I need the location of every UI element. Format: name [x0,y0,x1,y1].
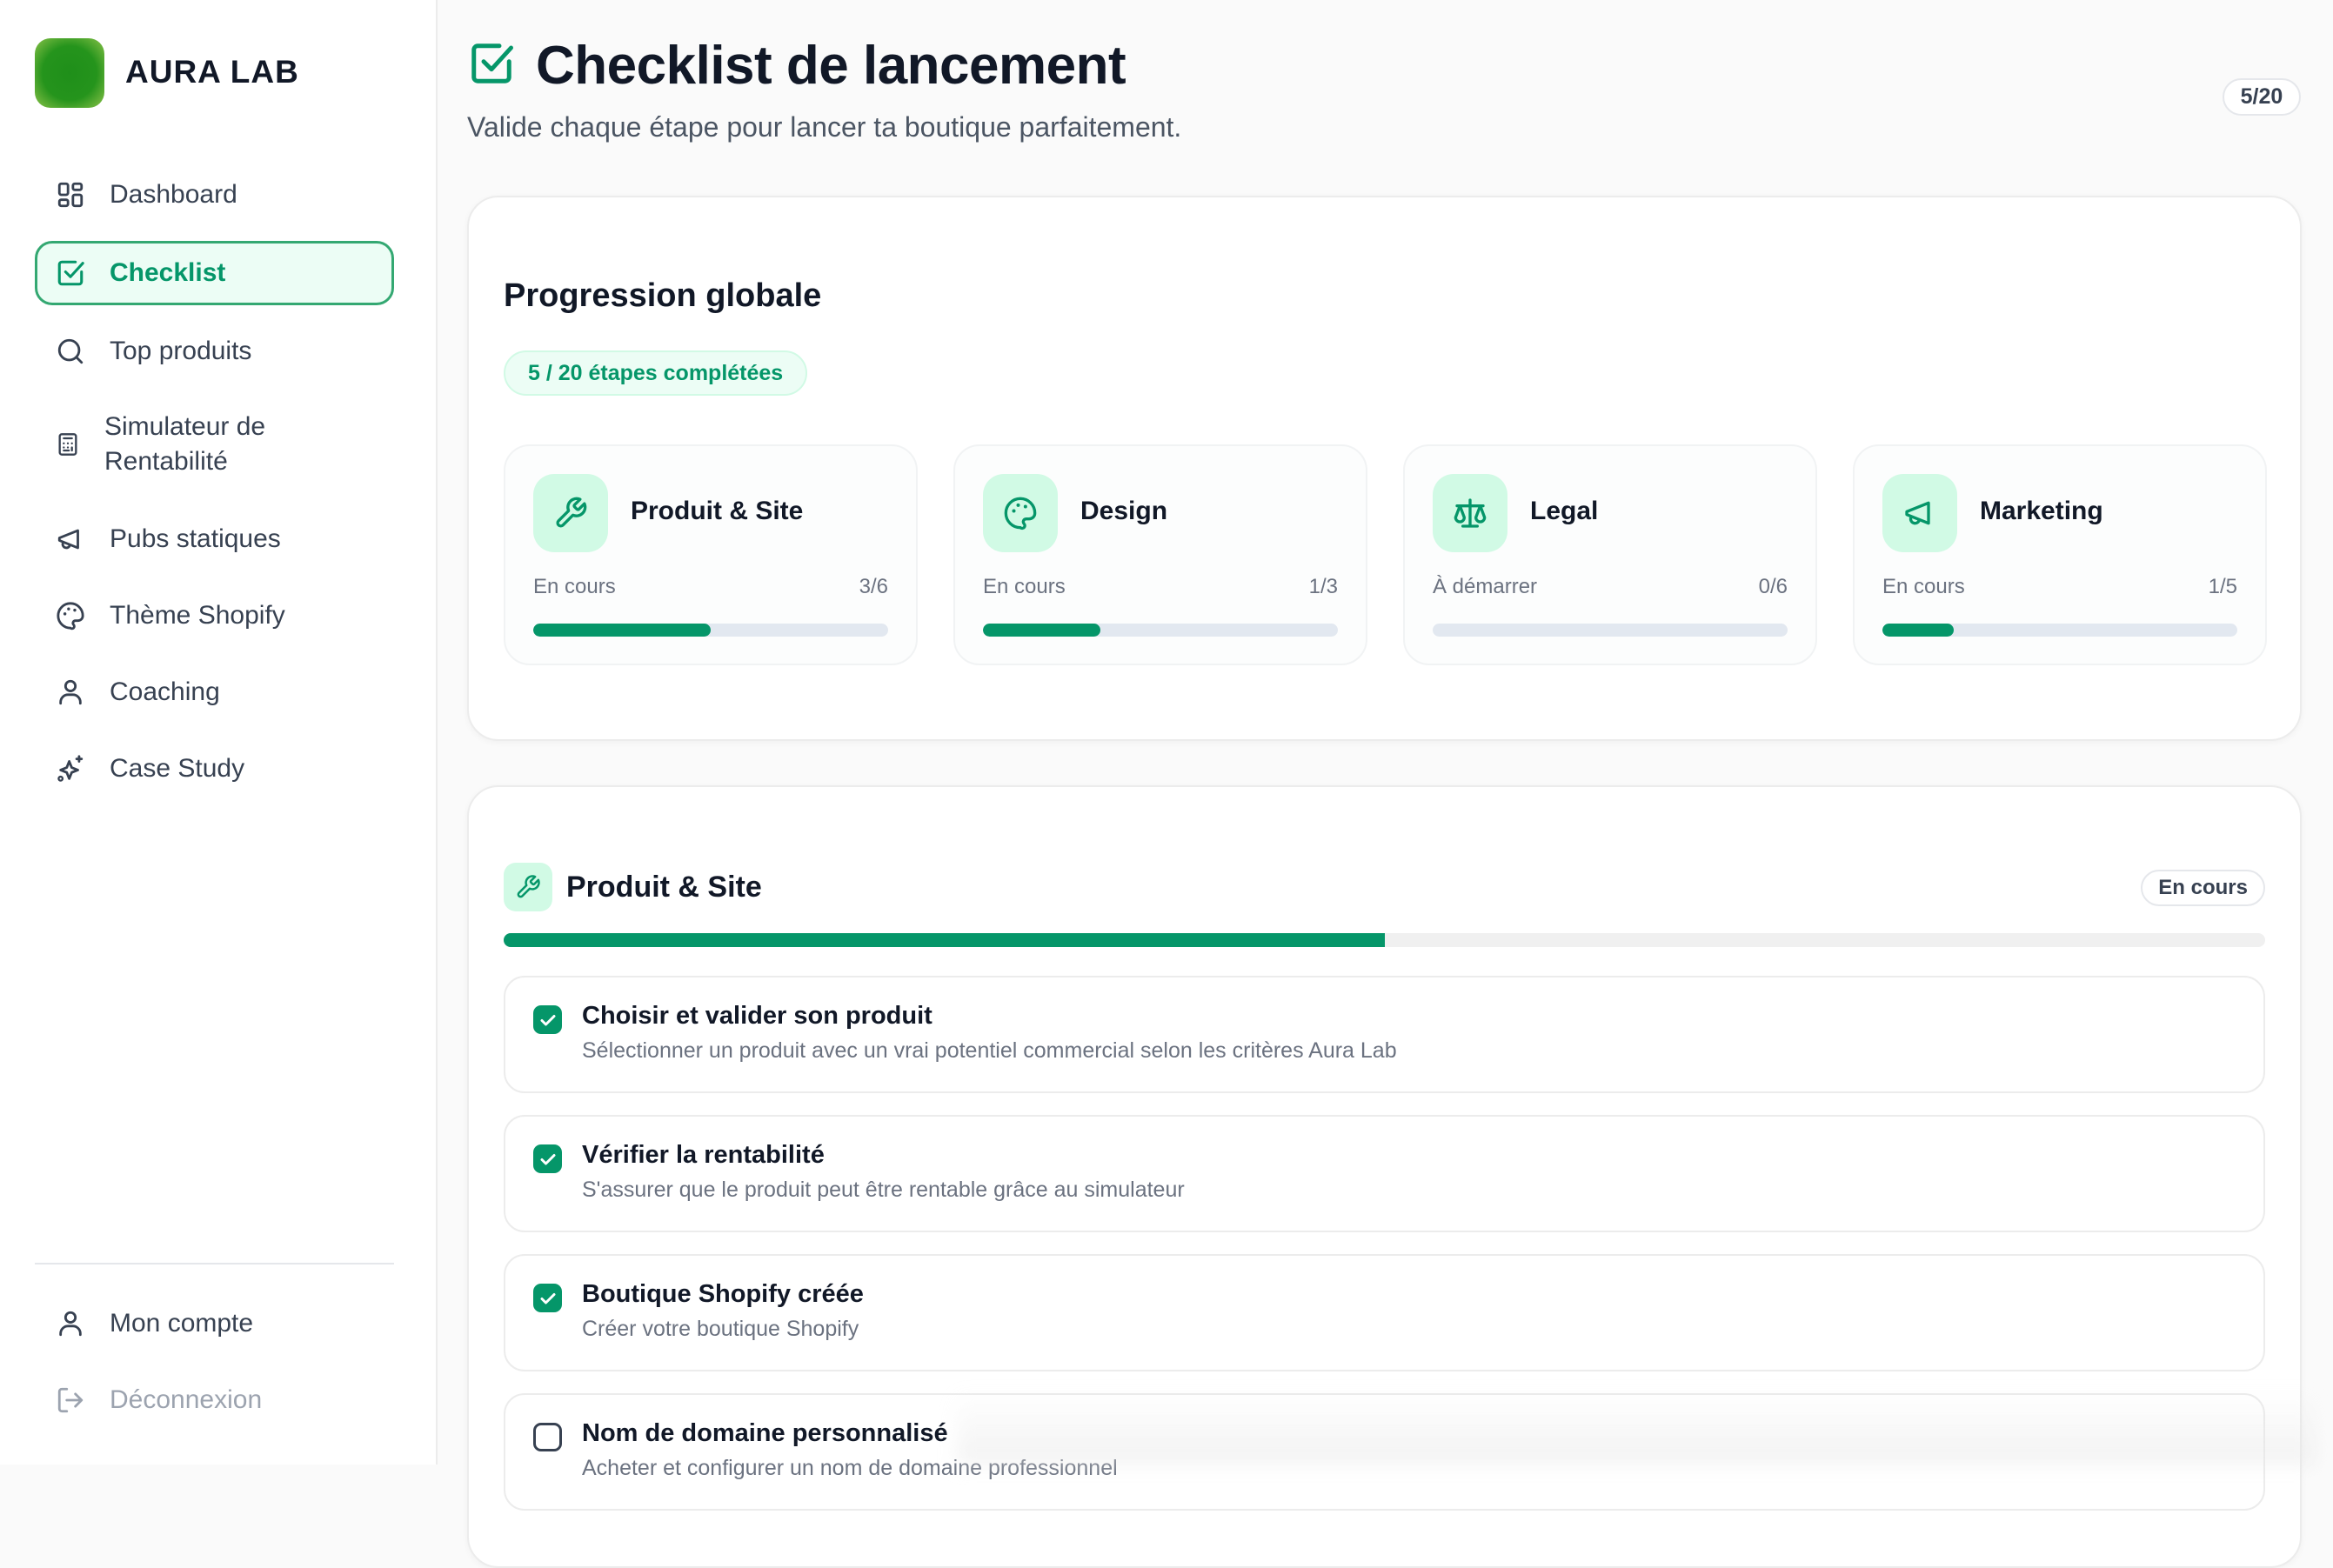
category-progress-bar [533,624,888,637]
item-description: Créer votre boutique Shopify [582,1317,859,1341]
user-icon [56,677,85,707]
category-count: 0/6 [1758,575,1788,598]
checkbox-icon [56,258,85,288]
category-status: En cours [983,575,1066,598]
section-title: Produit & Site [566,871,762,904]
item-title: Nom de domaine personnalisé [582,1419,948,1447]
sidebar-item-simulateur[interactable]: Simulateur de Rentabilité [35,405,394,484]
checkbox[interactable] [533,1144,562,1173]
category-progress-fill [1882,624,1954,637]
category-icon-box [983,474,1058,552]
category-icon-box [533,474,608,552]
check-icon [538,1149,558,1170]
sidebar-item-label: Top produits [110,337,252,365]
palette-icon [1003,496,1038,530]
item-description: Acheter et configurer un nom de domaine … [582,1456,1118,1480]
sidebar-item-checklist[interactable]: Checklist [35,241,394,305]
category-title: Marketing [1980,497,2103,525]
item-description: Sélectionner un produit avec un vrai pot… [582,1038,1397,1063]
category-card[interactable]: Design En cours 1/3 [953,444,1367,665]
item-title: Boutique Shopify créée [582,1280,864,1308]
global-progress-card: Progression globale 5 / 20 étapes complé… [467,196,2302,741]
category-count: 1/5 [2208,575,2237,598]
section-icon [504,863,552,911]
item-description: S'assurer que le produit peut être renta… [582,1178,1185,1202]
category-card[interactable]: Produit & Site En cours 3/6 [504,444,918,665]
sidebar-divider [35,1263,394,1264]
checklist-item[interactable]: Nom de domaine personnalisé Acheter et c… [504,1393,2265,1511]
checkbox[interactable] [533,1284,562,1312]
user-icon [56,1309,85,1338]
megaphone-icon [56,524,85,554]
checklist-item[interactable]: Choisir et valider son produit Sélection… [504,976,2265,1093]
logout-icon [56,1385,85,1415]
sidebar-item-theme-shopify[interactable]: Thème Shopify [35,584,394,648]
checkbox[interactable] [533,1423,562,1451]
sidebar-item-mon-compte[interactable]: Mon compte [35,1291,394,1356]
checkbox[interactable] [533,1005,562,1034]
item-title: Choisir et valider son produit [582,1002,933,1030]
sidebar-item-label: Checklist [110,258,226,287]
section-status-badge: En cours [2141,870,2265,906]
category-icon-box [1433,474,1507,552]
page-subtitle: Valide chaque étape pour lancer ta bouti… [467,111,1182,143]
category-icon-box [1882,474,1957,552]
category-status: En cours [1882,575,1965,598]
sidebar-item-deconnexion[interactable]: Déconnexion [35,1368,394,1432]
progress-count-badge: 5/20 [2223,78,2301,116]
wrench-icon [553,496,588,530]
sidebar-item-label: Case Study [110,754,245,783]
category-count: 3/6 [859,575,888,598]
sidebar-item-label: Dashboard [110,180,237,209]
megaphone-icon [1902,496,1937,530]
category-card[interactable]: Marketing En cours 1/5 [1853,444,2267,665]
palette-icon [56,601,85,631]
category-title: Design [1080,497,1168,525]
checklist-item[interactable]: Boutique Shopify créée Créer votre bouti… [504,1254,2265,1371]
checkbox-icon [468,40,515,87]
category-progress-bar [983,624,1338,637]
sidebar-item-label: Pubs statiques [110,524,281,553]
scale-icon [1453,496,1487,530]
page-title: Checklist de lancement [536,36,1126,96]
check-icon [538,1288,558,1309]
section-progress-fill [504,933,1385,947]
dashboard-icon [56,180,85,210]
category-progress-bar [1882,624,2237,637]
item-title: Vérifier la rentabilité [582,1141,825,1169]
sidebar-item-label: Thème Shopify [110,601,285,630]
wrench-icon [515,874,541,900]
brand-name: AURA LAB [125,54,299,90]
sidebar-item-label: Déconnexion [110,1385,263,1414]
section-produit-site: Produit & Site En cours Choisir et valid… [467,785,2302,1568]
sidebar-item-label: Mon compte [110,1309,254,1338]
category-progress-fill [983,624,1100,637]
section-progress-bar [504,933,2265,947]
category-title: Legal [1530,497,1599,525]
global-progress-title: Progression globale [504,277,822,314]
sidebar-item-pubs-statiques[interactable]: Pubs statiques [35,507,394,571]
sidebar-item-label: Simulateur de Rentabilité [104,412,266,476]
logo [35,38,104,108]
calculator-icon [56,431,80,457]
sidebar-item-top-produits[interactable]: Top produits [35,319,394,384]
category-progress-bar [1433,624,1788,637]
sidebar: AURA LAB Dashboard Checklist Top produit… [0,0,438,1465]
category-status: À démarrer [1433,575,1538,598]
sidebar-item-case-study[interactable]: Case Study [35,737,394,801]
sidebar-item-dashboard[interactable]: Dashboard [35,163,394,227]
category-title: Produit & Site [631,497,804,525]
checklist-item[interactable]: Vérifier la rentabilité S'assurer que le… [504,1115,2265,1232]
category-card[interactable]: Legal À démarrer 0/6 [1403,444,1817,665]
sparkles-icon [56,754,85,784]
check-icon [538,1010,558,1031]
category-progress-fill [533,624,711,637]
sidebar-item-label: Coaching [110,677,220,706]
search-icon [56,337,85,366]
sidebar-item-coaching[interactable]: Coaching [35,660,394,724]
category-status: En cours [533,575,616,598]
completed-steps-pill: 5 / 20 étapes complétées [504,350,808,396]
category-count: 1/3 [1308,575,1338,598]
